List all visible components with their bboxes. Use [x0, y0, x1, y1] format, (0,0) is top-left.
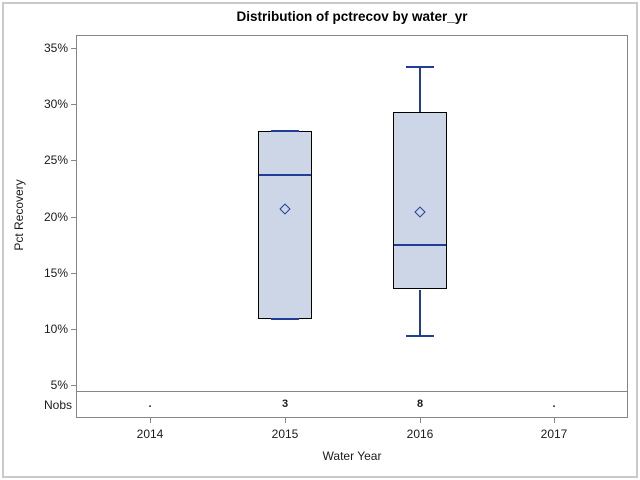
- x-tick-mark: [420, 418, 421, 423]
- nobs-row-label: Nobs: [43, 398, 72, 412]
- y-tick-label: 35%: [43, 41, 68, 55]
- upper-whisker-stem: [419, 67, 421, 112]
- y-tick-mark: [71, 160, 76, 161]
- y-tick-label: 10%: [43, 322, 68, 336]
- chart-title: Distribution of pctrecov by water_yr: [236, 9, 468, 24]
- y-tick-label: 20%: [43, 210, 68, 224]
- x-tick-label: 2017: [540, 427, 568, 441]
- y-tick-label: 30%: [43, 97, 68, 111]
- lower-whisker-cap: [406, 335, 434, 337]
- y-tick-mark: [71, 385, 76, 386]
- y-tick-mark: [71, 273, 76, 274]
- lower-whisker-cap: [271, 318, 299, 320]
- lower-whisker-stem: [419, 290, 421, 336]
- y-tick-mark: [71, 104, 76, 105]
- nobs-value: 8: [416, 398, 424, 410]
- x-tick-mark: [150, 418, 151, 423]
- nobs-value: 3: [281, 398, 289, 410]
- iqr-box: [258, 131, 312, 319]
- y-tick-label: 15%: [43, 266, 68, 280]
- x-tick-mark: [285, 418, 286, 423]
- plot-frame: [76, 35, 628, 418]
- nobs-separator-line: [76, 391, 628, 392]
- y-tick-mark: [71, 217, 76, 218]
- y-tick-mark: [71, 48, 76, 49]
- x-tick-label: 2015: [271, 427, 299, 441]
- y-tick-label: 25%: [43, 153, 68, 167]
- x-tick-mark: [554, 418, 555, 423]
- y-tick-mark: [71, 329, 76, 330]
- median-line: [259, 174, 311, 176]
- y-tick-label: 5%: [50, 378, 68, 392]
- nobs-value: .: [148, 398, 152, 410]
- x-axis-label: Water Year: [322, 449, 382, 463]
- median-line: [394, 244, 446, 246]
- x-tick-label: 2016: [406, 427, 434, 441]
- iqr-box: [393, 112, 447, 289]
- upper-whisker-cap: [406, 66, 434, 68]
- upper-whisker-cap: [271, 130, 299, 132]
- x-tick-label: 2014: [136, 427, 164, 441]
- nobs-value: .: [552, 398, 556, 410]
